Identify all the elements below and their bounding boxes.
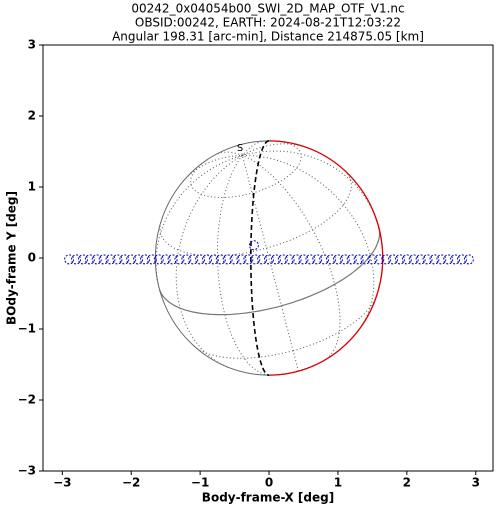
meridian-line [181,154,375,332]
x-tick-label: −2 [122,476,140,490]
scatter-point [250,254,261,265]
x-axis-label: Body-frame-X [deg] [202,491,334,505]
scatter-point [298,254,309,265]
scatter-point [374,254,385,265]
scatter-point [202,254,213,265]
scatter-point [119,254,130,265]
x-tick-label: 0 [265,476,273,490]
scatter-point [291,254,302,265]
disk-limb [269,140,384,376]
scatter-point [146,254,157,265]
plot-area: S [64,140,474,376]
scatter-point [422,254,433,265]
scatter-point [450,254,461,265]
scatter-point [319,254,330,265]
scatter-point [326,254,337,265]
scatter-point [208,254,219,265]
x-tick-label: −3 [53,476,71,490]
equator-line [159,227,381,316]
scatter-point [332,254,343,265]
scatter-point [236,254,247,265]
scatter-point [388,254,399,265]
meridian-line [155,150,380,286]
scatter-point [346,254,357,265]
scatter-point [312,254,323,265]
scatter-point [112,254,123,265]
y-tick-label: 3 [28,38,36,52]
scatter-point [229,254,240,265]
chart-title: 00242_0x04054b00_SWI_2D_MAP_OTF_V1.nc [131,2,404,16]
scatter-point [284,254,295,265]
latitude-line [159,170,352,257]
scatter-point [243,254,254,265]
scatter-point [139,254,150,265]
scatter-point [394,254,405,265]
scatter-point [277,254,288,265]
chart-subtitle: Angular 198.31 [arc-min], Distance 21487… [112,30,424,44]
scatter-point [339,254,350,265]
scatter-point [436,254,447,265]
scatter-point [222,254,233,265]
scatter-point [181,254,192,265]
x-tick-label: −1 [191,476,209,490]
scatter-point [401,254,412,265]
scatter-point [98,254,109,265]
scatter-point [367,254,378,265]
meridian-line [239,144,299,372]
scatter-point [153,254,164,265]
latitude-line [193,295,378,359]
scatter-point [408,254,419,265]
scatter-point [381,254,392,265]
scatter-point [91,254,102,265]
scatter-point [167,254,178,265]
scatter-point [215,254,226,265]
scatter-point [360,254,371,265]
scatter-point [188,254,199,265]
scatter-point [84,254,95,265]
scatter-point [443,254,454,265]
annotation: S [237,143,243,154]
scatter-point [77,254,88,265]
scatter-point [105,254,116,265]
scatter-point [126,254,137,265]
scatter-point [415,254,426,265]
scatter-point [305,254,316,265]
scatter-point [264,254,275,265]
y-tick-label: −2 [18,393,36,407]
y-axis-label: BOdy-frame Y [deg] [5,191,19,325]
y-tick-label: −1 [18,322,36,336]
scatter-point [353,254,364,265]
scatter-point [270,254,281,265]
y-tick-label: 0 [28,251,36,265]
scatter-point [133,254,144,265]
latitude-line [264,356,330,376]
y-tick-label: −3 [18,464,36,478]
scatter-point [429,254,440,265]
latitude-line [190,140,302,198]
scatter-point [257,254,268,265]
meridian-line [215,151,341,362]
y-tick-label: 2 [28,109,36,123]
scatter-point [195,254,206,265]
chart-subtitle: OBSID:00242, EARTH: 2024-08-21T12:03:22 [135,16,401,30]
scatter-point [463,254,474,265]
y-tick-label: 1 [28,180,36,194]
x-tick-label: 3 [472,476,480,490]
x-tick-label: 1 [334,476,342,490]
scatter-point [248,240,259,251]
scatter-point [64,254,75,265]
x-tick-label: 2 [403,476,411,490]
scatter-point [174,254,185,265]
axes-frame [42,44,494,472]
scatter-point [71,254,82,265]
scatter-point [456,254,467,265]
scatter-point [160,254,171,265]
